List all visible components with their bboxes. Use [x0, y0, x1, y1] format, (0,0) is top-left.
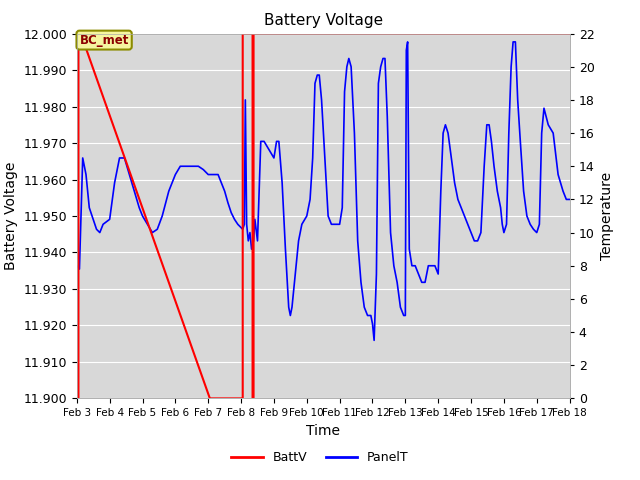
Title: Battery Voltage: Battery Voltage [264, 13, 383, 28]
X-axis label: Time: Time [306, 424, 340, 438]
Y-axis label: Battery Voltage: Battery Voltage [4, 162, 18, 270]
Text: BC_met: BC_met [79, 34, 129, 47]
Legend: BattV, PanelT: BattV, PanelT [227, 446, 413, 469]
Y-axis label: Temperature: Temperature [600, 172, 614, 260]
